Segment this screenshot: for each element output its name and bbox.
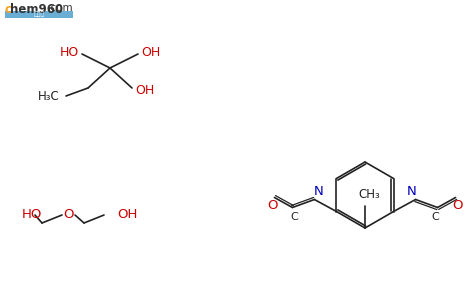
Text: OH: OH — [117, 209, 137, 222]
Text: OH: OH — [136, 84, 155, 98]
Text: H₃C: H₃C — [38, 91, 60, 103]
Text: N: N — [313, 185, 323, 198]
Text: c: c — [5, 3, 12, 16]
Text: .com: .com — [48, 3, 73, 13]
Text: CH₃: CH₃ — [358, 188, 380, 200]
Text: HO: HO — [22, 209, 42, 222]
Text: O: O — [267, 199, 278, 212]
Text: 化工网: 化工网 — [33, 12, 45, 17]
Text: hem960: hem960 — [10, 3, 64, 16]
Text: N: N — [407, 185, 417, 198]
Text: OH: OH — [141, 47, 161, 59]
Text: HO: HO — [59, 47, 79, 59]
Text: C: C — [291, 212, 298, 222]
Text: C: C — [432, 212, 439, 222]
Text: O: O — [64, 209, 74, 222]
Text: O: O — [452, 199, 463, 212]
FancyBboxPatch shape — [5, 11, 73, 18]
